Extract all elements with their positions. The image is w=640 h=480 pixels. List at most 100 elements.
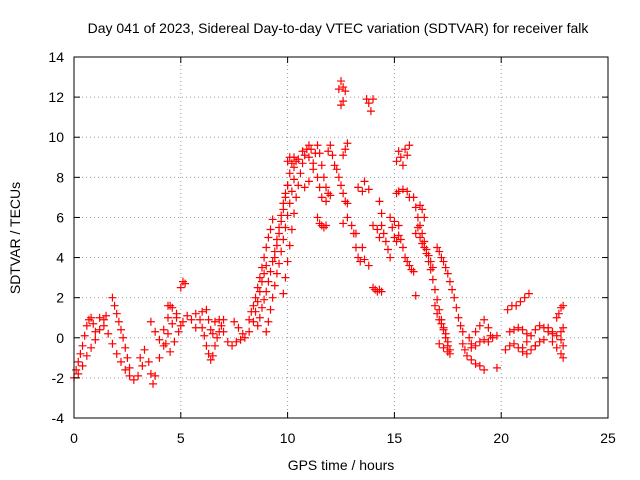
data-point [270,253,279,262]
data-point [354,253,363,262]
data-point [443,347,452,356]
data-point [210,317,219,326]
data-point [283,257,292,266]
data-point [326,191,335,200]
data-point [178,277,187,286]
data-point [264,317,273,326]
data-point [356,257,365,266]
data-point [129,375,138,384]
data-point [281,273,290,282]
data-point [290,163,299,172]
data-point [465,333,474,342]
data-point [283,157,292,166]
data-point [548,327,557,336]
data-point [260,295,269,304]
data-point [300,151,309,160]
data-point [202,341,211,350]
data-point [452,303,461,312]
data-point [125,371,134,380]
data-point [268,293,277,302]
data-point [409,193,418,202]
data-point [358,243,367,252]
data-point [151,371,160,380]
data-point [341,145,350,154]
data-point [290,175,299,184]
data-point [418,205,427,214]
data-point [144,357,153,366]
data-point [296,169,305,178]
x-tick-label: 15 [387,430,403,446]
data-point [522,337,531,346]
data-point [330,161,339,170]
data-point [213,333,222,342]
y-tick-label: 10 [48,129,64,145]
y-tick-label: 6 [56,209,64,225]
data-point [136,353,145,362]
y-tick-label: 2 [56,290,64,306]
data-point [300,183,309,192]
data-point [394,147,403,156]
data-point [228,341,237,350]
data-point [304,141,313,150]
data-point [281,223,290,232]
x-tick-label: 25 [600,430,616,446]
data-point [480,315,489,324]
data-point [200,331,209,340]
data-point [72,365,81,374]
data-point [176,283,185,292]
data-point [439,343,448,352]
data-point [95,325,104,334]
data-point [401,145,410,154]
data-point [230,317,239,326]
data-point [364,261,373,270]
data-point [535,321,544,330]
data-point [443,269,452,278]
y-tick-label: 0 [56,330,64,346]
data-point [460,345,469,354]
data-point [294,155,303,164]
data-point [80,331,89,340]
data-point [339,97,348,106]
data-point [275,229,284,238]
data-point [134,371,143,380]
data-point [403,151,412,160]
data-point [272,241,281,250]
data-point [208,329,217,338]
data-point [475,361,484,370]
data-point [522,349,531,358]
data-point [287,159,296,168]
data-point [369,221,378,230]
data-point [411,291,420,300]
data-point [204,315,213,324]
data-point [253,321,262,330]
data-point [375,285,384,294]
data-point [285,241,294,250]
y-tick-label: 4 [56,250,64,266]
data-point [159,341,168,350]
data-point [401,253,410,262]
data-point [91,327,100,336]
data-point [187,315,196,324]
data-point [505,341,514,350]
data-point [102,311,111,320]
data-point [398,243,407,252]
data-point [196,315,205,324]
data-point [443,337,452,346]
data-point [360,255,369,264]
data-point [430,285,439,294]
data-point [264,277,273,286]
data-point [524,289,533,298]
data-point [108,339,117,348]
data-point [343,199,352,208]
data-point [450,293,459,302]
data-point [531,341,540,350]
data-point [279,235,288,244]
data-point [240,333,249,342]
data-point [341,197,350,206]
data-point [535,337,544,346]
data-point [377,287,386,296]
data-point [78,361,87,370]
data-point [433,309,442,318]
data-point [119,333,128,342]
data-point [347,221,356,230]
